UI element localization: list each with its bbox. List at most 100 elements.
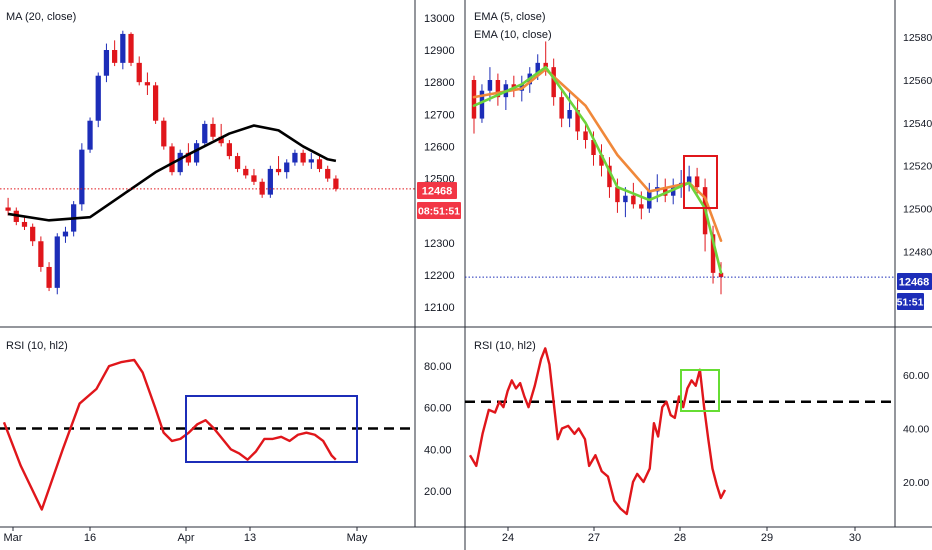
- right-time-label: 24: [502, 532, 514, 544]
- left-candle: [202, 123, 208, 144]
- left-rsi-pane[interactable]: [0, 358, 415, 511]
- left-candle: [210, 123, 216, 137]
- left-candle: [152, 85, 159, 121]
- left-candle: [46, 266, 52, 288]
- left-candle: [87, 120, 93, 150]
- left-candle: [218, 136, 224, 144]
- left-rsi-tick: 20.00: [424, 486, 452, 498]
- right-price-axis: 12580 12560 12540 12520 12500 12480: [903, 32, 932, 258]
- right-time-label: 27: [588, 532, 600, 544]
- left-time-badge: 08:51:51: [417, 202, 461, 219]
- left-candle: [300, 152, 306, 163]
- right-rsi-axis: 60.00 40.00 20.00: [903, 370, 929, 489]
- right-candle: [575, 110, 580, 132]
- left-rsi-label: RSI (10, hl2): [6, 340, 68, 352]
- left-candle: [259, 181, 265, 195]
- right-candle: [487, 80, 493, 91]
- right-time-label: 29: [761, 532, 773, 544]
- right-candle: [591, 140, 596, 155]
- right-candle: [471, 80, 477, 119]
- left-ma-label: MA (20, close): [6, 11, 76, 23]
- left-candle: [79, 149, 85, 205]
- right-ema5-line: [472, 65, 723, 275]
- right-candle: [694, 176, 700, 188]
- right-candle: [551, 67, 556, 98]
- left-candle: [243, 168, 249, 176]
- left-candle: [325, 168, 331, 179]
- right-ema10-label: EMA (10, close): [474, 29, 552, 41]
- left-time-label: Mar: [4, 532, 23, 544]
- right-rsi-highlight-box: [680, 369, 720, 412]
- left-time-axis: Mar 16 Apr 13 May: [4, 527, 368, 544]
- right-candle: [479, 90, 485, 119]
- left-candle: [103, 50, 110, 76]
- left-candle: [177, 152, 183, 173]
- left-time-label: 13: [244, 532, 256, 544]
- left-rsi-line: [2, 358, 337, 511]
- left-price-tick: 12100: [424, 302, 455, 314]
- left-candle: [169, 146, 175, 173]
- left-candle: [38, 241, 44, 267]
- left-price-tick: 13000: [424, 13, 455, 25]
- right-candle: [663, 187, 668, 196]
- left-candle: [284, 162, 290, 173]
- left-candle: [144, 82, 151, 86]
- left-candle: [193, 143, 200, 163]
- right-price-tick: 12480: [903, 246, 932, 258]
- right-candle: [567, 110, 572, 119]
- right-time-badge: 51:51: [897, 293, 924, 310]
- left-candle: [333, 178, 339, 189]
- left-rsi-axis: 80.00 60.00 40.00 20.00: [424, 361, 452, 498]
- left-price-tick: 12800: [424, 77, 455, 89]
- left-candle: [5, 207, 11, 211]
- left-candle: [30, 226, 36, 242]
- right-candle: [599, 155, 604, 166]
- left-price-pane[interactable]: [0, 30, 415, 295]
- right-candle: [686, 176, 692, 183]
- left-price-tick: 12600: [424, 141, 455, 153]
- right-candle: [543, 62, 548, 68]
- left-time-label: Apr: [177, 532, 194, 544]
- left-candle: [62, 231, 69, 237]
- left-candle: [275, 168, 282, 173]
- left-candle: [128, 33, 134, 63]
- left-candle: [185, 152, 192, 163]
- right-price-tick: 12540: [903, 118, 932, 130]
- left-ma-line: [7, 124, 337, 222]
- right-price-pane[interactable]: [465, 41, 895, 295]
- left-rsi-range-box: [185, 395, 358, 463]
- right-price-tick: 12520: [903, 161, 932, 173]
- left-price-axis: 1300012900128001270012600125001240012300…: [424, 13, 455, 314]
- right-time-badge-text: 51:51: [897, 297, 924, 309]
- left-price-tick: 12900: [424, 45, 455, 57]
- right-candle: [631, 195, 636, 205]
- left-price-tick: 12200: [424, 270, 455, 282]
- right-candle: [583, 131, 588, 140]
- left-candle: [54, 236, 60, 288]
- right-candle: [623, 195, 628, 203]
- left-time-label: 16: [84, 532, 96, 544]
- right-rsi-line: [468, 347, 727, 516]
- left-candle: [120, 33, 126, 63]
- right-time-axis: 24 27 28 29 30: [502, 527, 861, 544]
- left-candle: [136, 62, 142, 83]
- right-price-tick: 12580: [903, 32, 932, 44]
- left-price-badge: 12468: [417, 182, 457, 199]
- left-rsi-tick: 60.00: [424, 403, 452, 415]
- left-time-badge-text: 08:51:51: [418, 206, 460, 218]
- right-price-highlight-box: [683, 155, 718, 209]
- left-candle: [112, 50, 118, 63]
- right-rsi-label: RSI (10, hl2): [474, 340, 536, 352]
- right-candle: [559, 97, 564, 119]
- left-candle: [161, 120, 167, 147]
- left-rsi-tick: 40.00: [424, 444, 452, 456]
- left-candle: [234, 156, 241, 169]
- right-candle: [535, 62, 540, 74]
- right-candle: [607, 165, 612, 188]
- left-time-label: May: [347, 532, 368, 544]
- right-time-label: 28: [674, 532, 686, 544]
- right-rsi-tick: 60.00: [903, 370, 929, 382]
- right-candle: [670, 187, 676, 196]
- right-price-badge: 12468: [897, 273, 932, 290]
